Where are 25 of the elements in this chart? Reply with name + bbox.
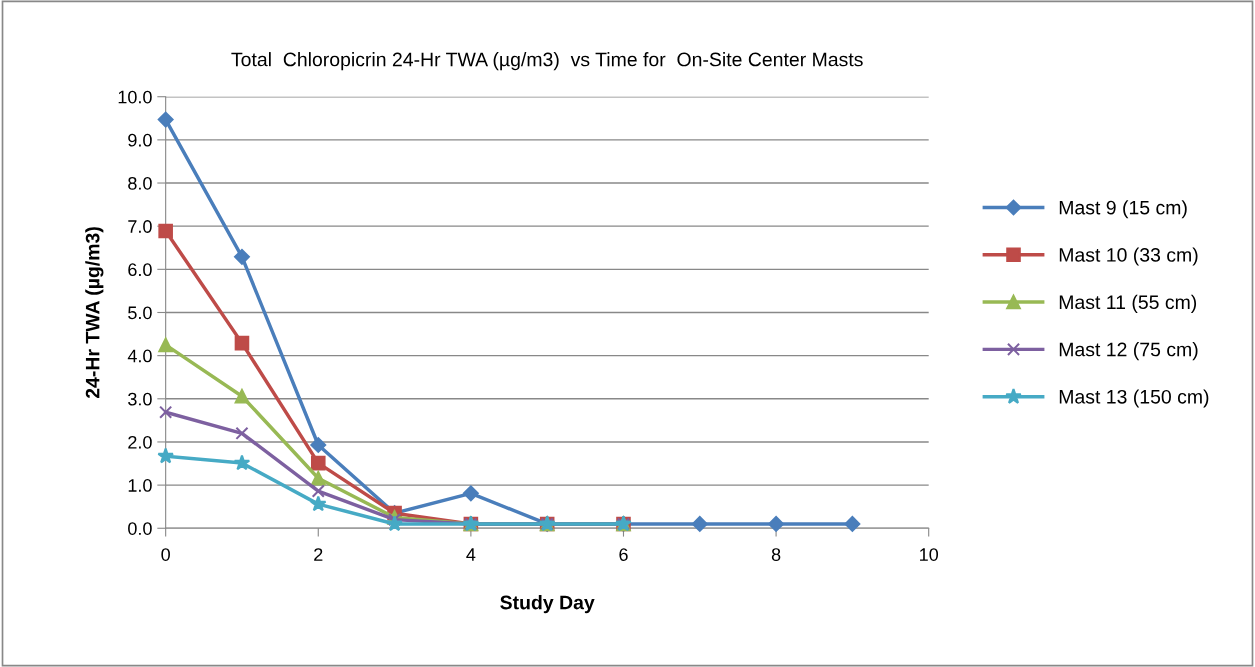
y-tick-label: 10.0 xyxy=(118,90,152,104)
x-tick-label: 0 xyxy=(161,548,170,561)
x-axis-title: Study Day xyxy=(500,595,595,614)
legend-label: Mast 9 (15 cm) xyxy=(1059,200,1187,219)
chart-title: Total Chloropicrin 24-Hr TWA (µg/m3) vs Time for On-Site Center Masts xyxy=(231,52,863,71)
x-tick-label: 4 xyxy=(466,548,476,561)
y-tick-label: 8.0 xyxy=(128,176,152,190)
x-tick-label: 8 xyxy=(771,548,781,561)
x-tick-label: 10 xyxy=(920,548,939,561)
y-tick-label: 7.0 xyxy=(128,220,152,233)
legend-label: Mast 13 (150 cm) xyxy=(1059,389,1209,408)
y-tick-label: 5.0 xyxy=(128,306,152,320)
y-tick-label: 4.0 xyxy=(127,349,152,363)
y-tick-label: 9.0 xyxy=(128,133,152,147)
legend-label: Mast 10 (33 cm) xyxy=(1059,247,1198,266)
legend-label: Mast 11 (55 cm) xyxy=(1059,294,1197,313)
y-tick-label: 6.0 xyxy=(128,263,152,277)
y-tick-label: 2.0 xyxy=(128,435,152,449)
y-tick-label: 1.0 xyxy=(128,479,152,492)
x-tick-label: 6 xyxy=(619,548,628,561)
y-tick-label: 0.0 xyxy=(128,522,152,535)
y-tick-label: 3.0 xyxy=(128,392,152,406)
x-tick-label: 2 xyxy=(314,548,323,561)
legend-label: Mast 12 (75 cm) xyxy=(1059,342,1198,361)
y-axis-title: 24-Hr TWA (µg/m3) xyxy=(85,227,104,399)
